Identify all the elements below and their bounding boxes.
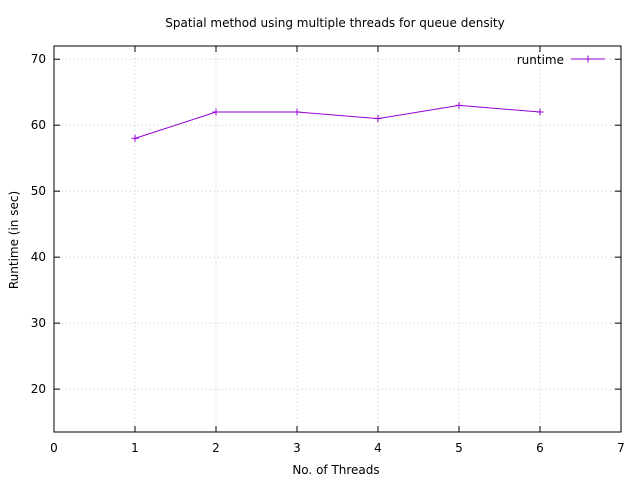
legend-marker: [584, 55, 592, 63]
x-axis-tick-labels: 0 1 2 3 4 5 6 7: [50, 441, 625, 455]
x-tick-label: 2: [212, 441, 220, 455]
data-point: [293, 108, 301, 116]
y-tick-label: 30: [31, 316, 46, 330]
y-tick-label: 70: [31, 52, 46, 66]
legend-label: runtime: [517, 53, 564, 67]
series-layer: [131, 101, 544, 142]
data-point: [212, 108, 220, 116]
y-axis-label: Runtime (in sec): [7, 191, 21, 289]
x-tick-label: 0: [50, 441, 58, 455]
x-tick-label: 1: [131, 441, 139, 455]
x-tick-label: 4: [374, 441, 382, 455]
series-line: [134, 104, 541, 139]
data-point: [536, 108, 544, 116]
y-tick-label: 60: [31, 118, 46, 132]
grid: [54, 46, 621, 432]
plot-frame: [53, 45, 622, 433]
data-point: [374, 115, 382, 123]
x-tick-label: 3: [293, 441, 301, 455]
legend: runtime: [517, 53, 605, 67]
y-tick-label: 50: [31, 184, 46, 198]
x-tick-label: 7: [617, 441, 625, 455]
data-point: [455, 101, 463, 109]
y-axis-tick-labels: 20 30 40 50 60 70: [31, 52, 46, 396]
x-tick-label: 5: [455, 441, 463, 455]
y-tick-label: 40: [31, 250, 46, 264]
chart-title: Spatial method using multiple threads fo…: [165, 16, 504, 30]
data-point: [131, 134, 139, 142]
x-tick-label: 6: [536, 441, 544, 455]
y-tick-label: 20: [31, 382, 46, 396]
axis-ticks: [53, 46, 622, 432]
x-axis-label: No. of Threads: [292, 463, 379, 477]
